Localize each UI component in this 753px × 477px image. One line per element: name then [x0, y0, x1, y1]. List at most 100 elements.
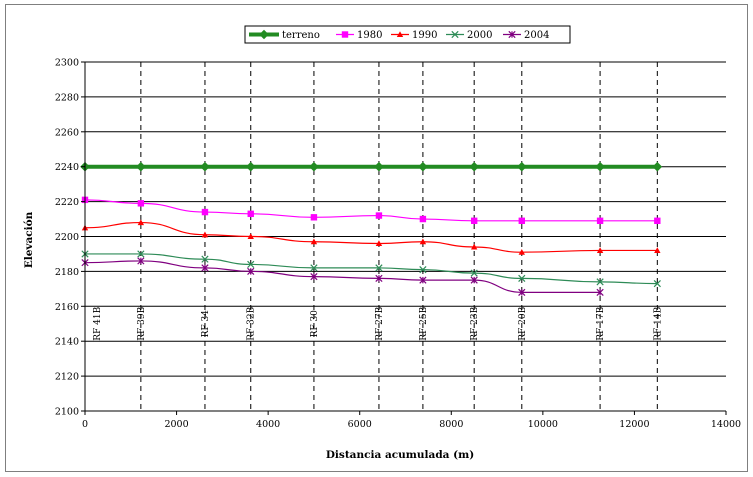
station-markers: RF 41B RF 39B RF 34 RF 32B RF 30 RF 27B RF 25B… [93, 62, 663, 411]
data-point [310, 238, 318, 245]
data-point [518, 249, 525, 255]
data-point [652, 161, 663, 172]
data-point-stroke [310, 264, 318, 272]
legend-label: 2000 [467, 30, 492, 41]
data-point [508, 30, 516, 39]
data-point-stroke [518, 274, 526, 283]
data-point [310, 214, 318, 221]
y-tick-label: 2240 [55, 162, 79, 173]
data-point [419, 238, 427, 245]
station-label: RF 39B [137, 306, 147, 340]
data-point [341, 31, 349, 38]
data-point [247, 260, 255, 269]
data-point [375, 212, 383, 219]
data-point [247, 233, 254, 240]
legend: terreno 1980 1990 2000 2004 [244, 25, 571, 44]
data-point [419, 215, 427, 223]
station-label: RF 30 [310, 310, 320, 338]
data-point-stroke [596, 278, 604, 286]
grid [85, 61, 726, 377]
data-point [419, 276, 427, 284]
legend-label: 1990 [412, 30, 437, 41]
data-point [654, 217, 661, 224]
data-point [595, 161, 605, 172]
x-tick-label: 0 [82, 419, 88, 430]
data-point [469, 161, 479, 172]
data-point [137, 250, 145, 258]
station-label: RF 20B [518, 306, 528, 340]
data-point [247, 267, 255, 276]
axes: 2100 2120 2140 2160 2180 2200 2220 2240 2260 2280… [55, 58, 741, 431]
x-tick-label: 10000 [528, 419, 558, 430]
y-tick-label: 2220 [55, 197, 79, 208]
station-label: RF 32B [247, 306, 257, 340]
data-point [516, 161, 527, 172]
data-point [596, 247, 604, 254]
data-point [201, 208, 209, 216]
x-tick-label: 14000 [711, 419, 741, 430]
data-point [310, 264, 318, 272]
data-point [201, 264, 209, 272]
station-label: RF 14B [653, 306, 663, 340]
legend-label: 2004 [524, 30, 549, 41]
y-tick-label: 2300 [55, 58, 79, 69]
series-line-2004 [84, 260, 601, 293]
series-line-1980 [84, 199, 658, 222]
data-point [375, 240, 383, 247]
data-point [418, 161, 428, 172]
data-point-stroke [137, 250, 145, 258]
data-point [137, 200, 145, 207]
x-tick-label: 12000 [619, 419, 649, 430]
x-tick-label: 4000 [256, 419, 280, 430]
data-point [419, 266, 427, 274]
data-point [136, 161, 146, 172]
data-point [470, 276, 478, 284]
data-point-stroke [451, 30, 459, 39]
data-point-stroke [470, 269, 478, 277]
data-point [375, 274, 383, 283]
line-chart: terreno 1980 1990 2000 2004 RF 41B RF 39B RF 3… [23, 25, 741, 461]
y-tick-label: 2180 [55, 267, 79, 278]
x-tick-label: 2000 [164, 419, 188, 430]
station-label: RF 25B [419, 306, 429, 340]
data-point [518, 217, 525, 224]
data-point [653, 279, 661, 288]
y-tick-label: 2200 [55, 232, 79, 243]
series-line-1990 [84, 221, 658, 253]
x-axis-title: Distancia acumulada (m) [326, 449, 474, 461]
series-lines [80, 161, 663, 296]
data-point [470, 243, 478, 250]
y-tick-label: 2140 [55, 337, 79, 348]
data-point [200, 161, 210, 172]
chart-frame: terreno 1980 1990 2000 2004 RF 41B RF 39B RF 3… [5, 4, 748, 472]
station-label: RF 23B [470, 306, 480, 340]
data-point-stroke [419, 266, 427, 274]
station-label: RF 34 [201, 310, 211, 338]
data-point [470, 217, 478, 224]
data-point [374, 161, 384, 172]
data-point [596, 217, 604, 224]
data-point [201, 255, 209, 263]
legend-label: 1980 [357, 30, 382, 41]
data-point [310, 273, 318, 281]
data-point [396, 31, 404, 38]
y-tick-label: 2100 [55, 407, 79, 418]
x-tick-label: 6000 [348, 419, 372, 430]
data-point [309, 161, 319, 172]
series-line-2000 [84, 253, 658, 285]
data-point [137, 257, 145, 265]
station-label: RF 27B [375, 306, 385, 340]
y-axis-title: Elevación [23, 211, 35, 268]
data-point [596, 278, 604, 286]
data-point [596, 288, 604, 296]
data-point [654, 247, 661, 254]
y-tick-label: 2280 [55, 92, 79, 103]
data-point-stroke [653, 279, 661, 288]
data-point-stroke [201, 255, 209, 263]
station-label: RF 17B [596, 306, 606, 340]
data-point [247, 210, 254, 218]
data-point [201, 231, 209, 238]
x-tick-label: 8000 [439, 419, 463, 430]
y-tick-label: 2160 [55, 302, 79, 313]
data-point [470, 269, 478, 277]
